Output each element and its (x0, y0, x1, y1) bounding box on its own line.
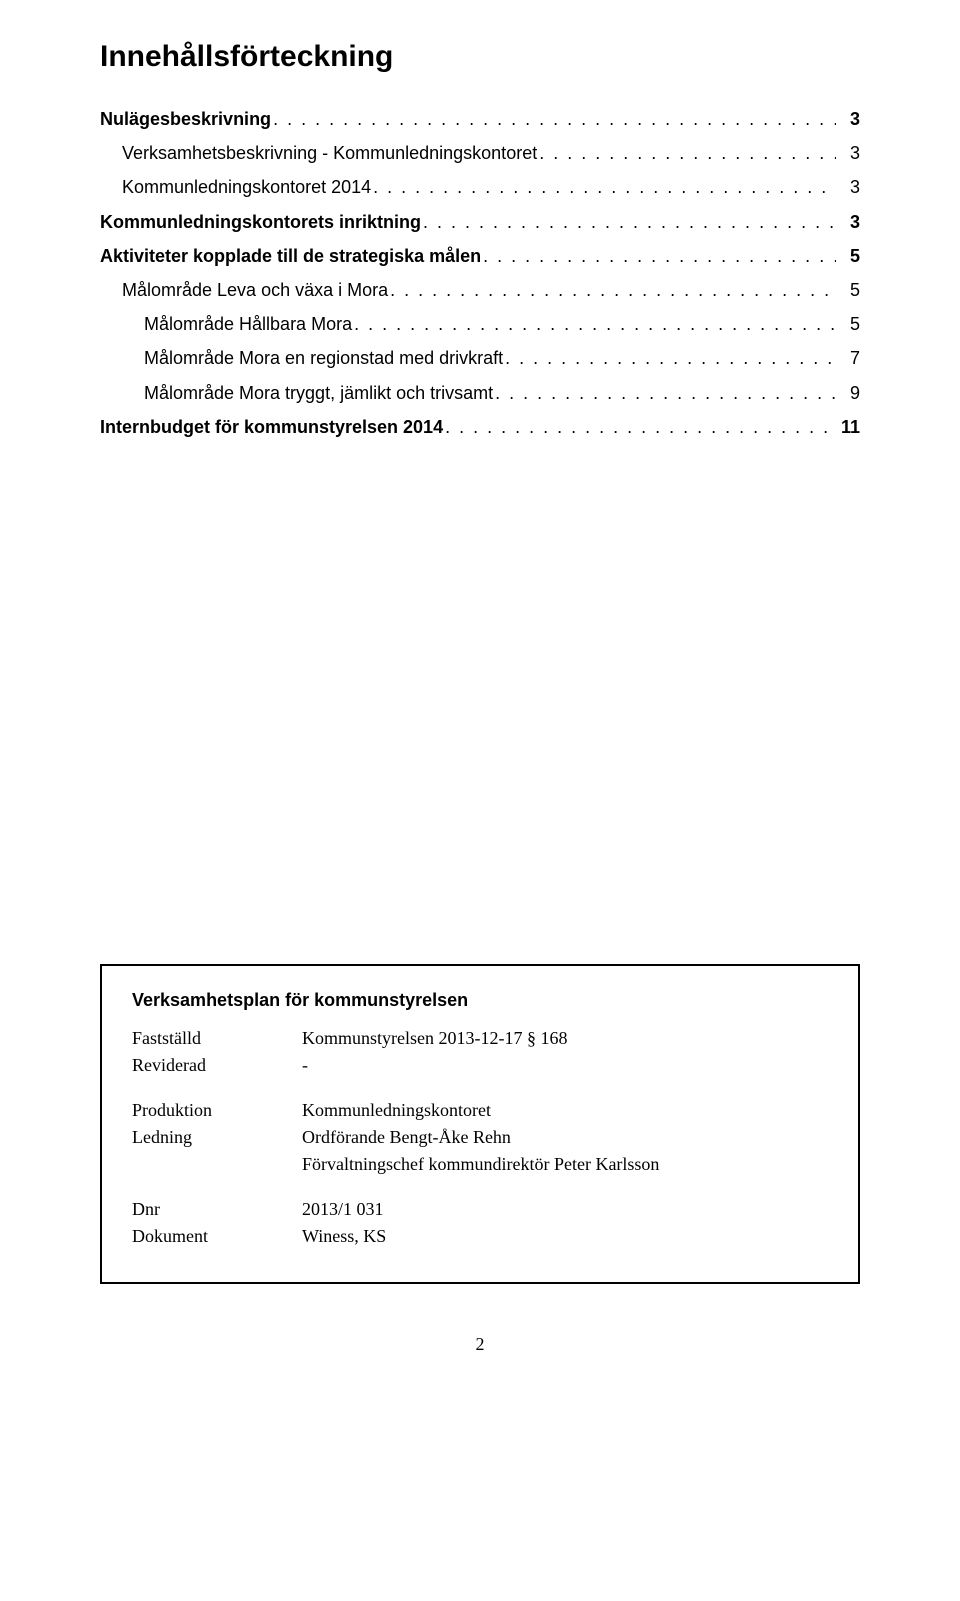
toc-entry-label: Målområde Hållbara Mora (144, 307, 352, 341)
toc-entry-label: Internbudget för kommunstyrelsen 2014 (100, 410, 443, 444)
toc-title: Innehållsförteckning (100, 40, 860, 74)
info-key: Produktion (132, 1097, 302, 1124)
toc-entry: Målområde Mora tryggt, jämlikt och trivs… (100, 376, 860, 410)
toc-entry-page: 3 (836, 170, 860, 204)
toc-entry: Aktiviteter kopplade till de strategiska… (100, 239, 860, 273)
toc-leader-dots: . . . . . . . . . . . . . . . . . . . . … (493, 376, 836, 410)
page-number: 2 (100, 1334, 860, 1355)
toc-leader-dots: . . . . . . . . . . . . . . . . . . . . … (352, 307, 836, 341)
toc-leader-dots: . . . . . . . . . . . . . . . . . . . . … (481, 239, 836, 273)
toc-entry: Internbudget för kommunstyrelsen 2014. .… (100, 410, 860, 444)
info-box-title: Verksamhetsplan för kommunstyrelsen (132, 990, 828, 1011)
info-spacer (132, 1178, 828, 1196)
info-spacer (132, 1079, 828, 1097)
info-key: Reviderad (132, 1052, 302, 1079)
toc-entry-page: 9 (836, 376, 860, 410)
info-value: Winess, KS (302, 1223, 828, 1250)
info-grid: FastställdKommunstyrelsen 2013-12-17 § 1… (132, 1025, 828, 1250)
toc-leader-dots: . . . . . . . . . . . . . . . . . . . . … (537, 136, 836, 170)
toc-entry: Målområde Leva och växa i Mora. . . . . … (100, 273, 860, 307)
info-key: Dokument (132, 1223, 302, 1250)
toc-entry-label: Verksamhetsbeskrivning - Kommunledningsk… (122, 136, 537, 170)
toc-entry-page: 5 (836, 273, 860, 307)
info-value: Förvaltningschef kommundirektör Peter Ka… (302, 1151, 828, 1178)
toc-entry-label: Nulägesbeskrivning (100, 102, 271, 136)
toc-entry-page: 3 (836, 102, 860, 136)
toc-leader-dots: . . . . . . . . . . . . . . . . . . . . … (443, 410, 836, 444)
info-value: 2013/1 031 (302, 1196, 828, 1223)
toc-entry: Målområde Hållbara Mora. . . . . . . . .… (100, 307, 860, 341)
toc-entry: Nulägesbeskrivning. . . . . . . . . . . … (100, 102, 860, 136)
info-key: Ledning (132, 1124, 302, 1151)
toc-entry: Kommunledningskontorets inriktning. . . … (100, 205, 860, 239)
toc-leader-dots: . . . . . . . . . . . . . . . . . . . . … (388, 273, 836, 307)
toc-entry-label: Kommunledningskontoret 2014 (122, 170, 371, 204)
toc-entry-label: Kommunledningskontorets inriktning (100, 205, 421, 239)
info-value: Kommunstyrelsen 2013-12-17 § 168 (302, 1025, 828, 1052)
info-key: Fastställd (132, 1025, 302, 1052)
toc-leader-dots: . . . . . . . . . . . . . . . . . . . . … (271, 102, 836, 136)
toc-entry-label: Aktiviteter kopplade till de strategiska… (100, 239, 481, 273)
toc-entry-label: Målområde Mora tryggt, jämlikt och trivs… (144, 376, 493, 410)
toc-entry-page: 7 (836, 341, 860, 375)
info-key (132, 1151, 302, 1178)
toc-entry: Kommunledningskontoret 2014. . . . . . .… (100, 170, 860, 204)
toc-entry-label: Målområde Leva och växa i Mora (122, 273, 388, 307)
info-value: Kommunledningskontoret (302, 1097, 828, 1124)
toc-entry-page: 11 (836, 410, 860, 444)
toc-entry-page: 3 (836, 136, 860, 170)
toc-entry-label: Målområde Mora en regionstad med drivkra… (144, 341, 503, 375)
table-of-contents: Nulägesbeskrivning. . . . . . . . . . . … (100, 102, 860, 444)
toc-leader-dots: . . . . . . . . . . . . . . . . . . . . … (503, 341, 836, 375)
toc-entry: Verksamhetsbeskrivning - Kommunledningsk… (100, 136, 860, 170)
toc-leader-dots: . . . . . . . . . . . . . . . . . . . . … (421, 205, 836, 239)
info-value: - (302, 1052, 828, 1079)
document-info-box: Verksamhetsplan för kommunstyrelsen Fast… (100, 964, 860, 1284)
toc-leader-dots: . . . . . . . . . . . . . . . . . . . . … (371, 170, 836, 204)
info-value: Ordförande Bengt-Åke Rehn (302, 1124, 828, 1151)
info-key: Dnr (132, 1196, 302, 1223)
toc-entry-page: 5 (836, 307, 860, 341)
toc-entry-page: 5 (836, 239, 860, 273)
toc-entry-page: 3 (836, 205, 860, 239)
toc-entry: Målområde Mora en regionstad med drivkra… (100, 341, 860, 375)
